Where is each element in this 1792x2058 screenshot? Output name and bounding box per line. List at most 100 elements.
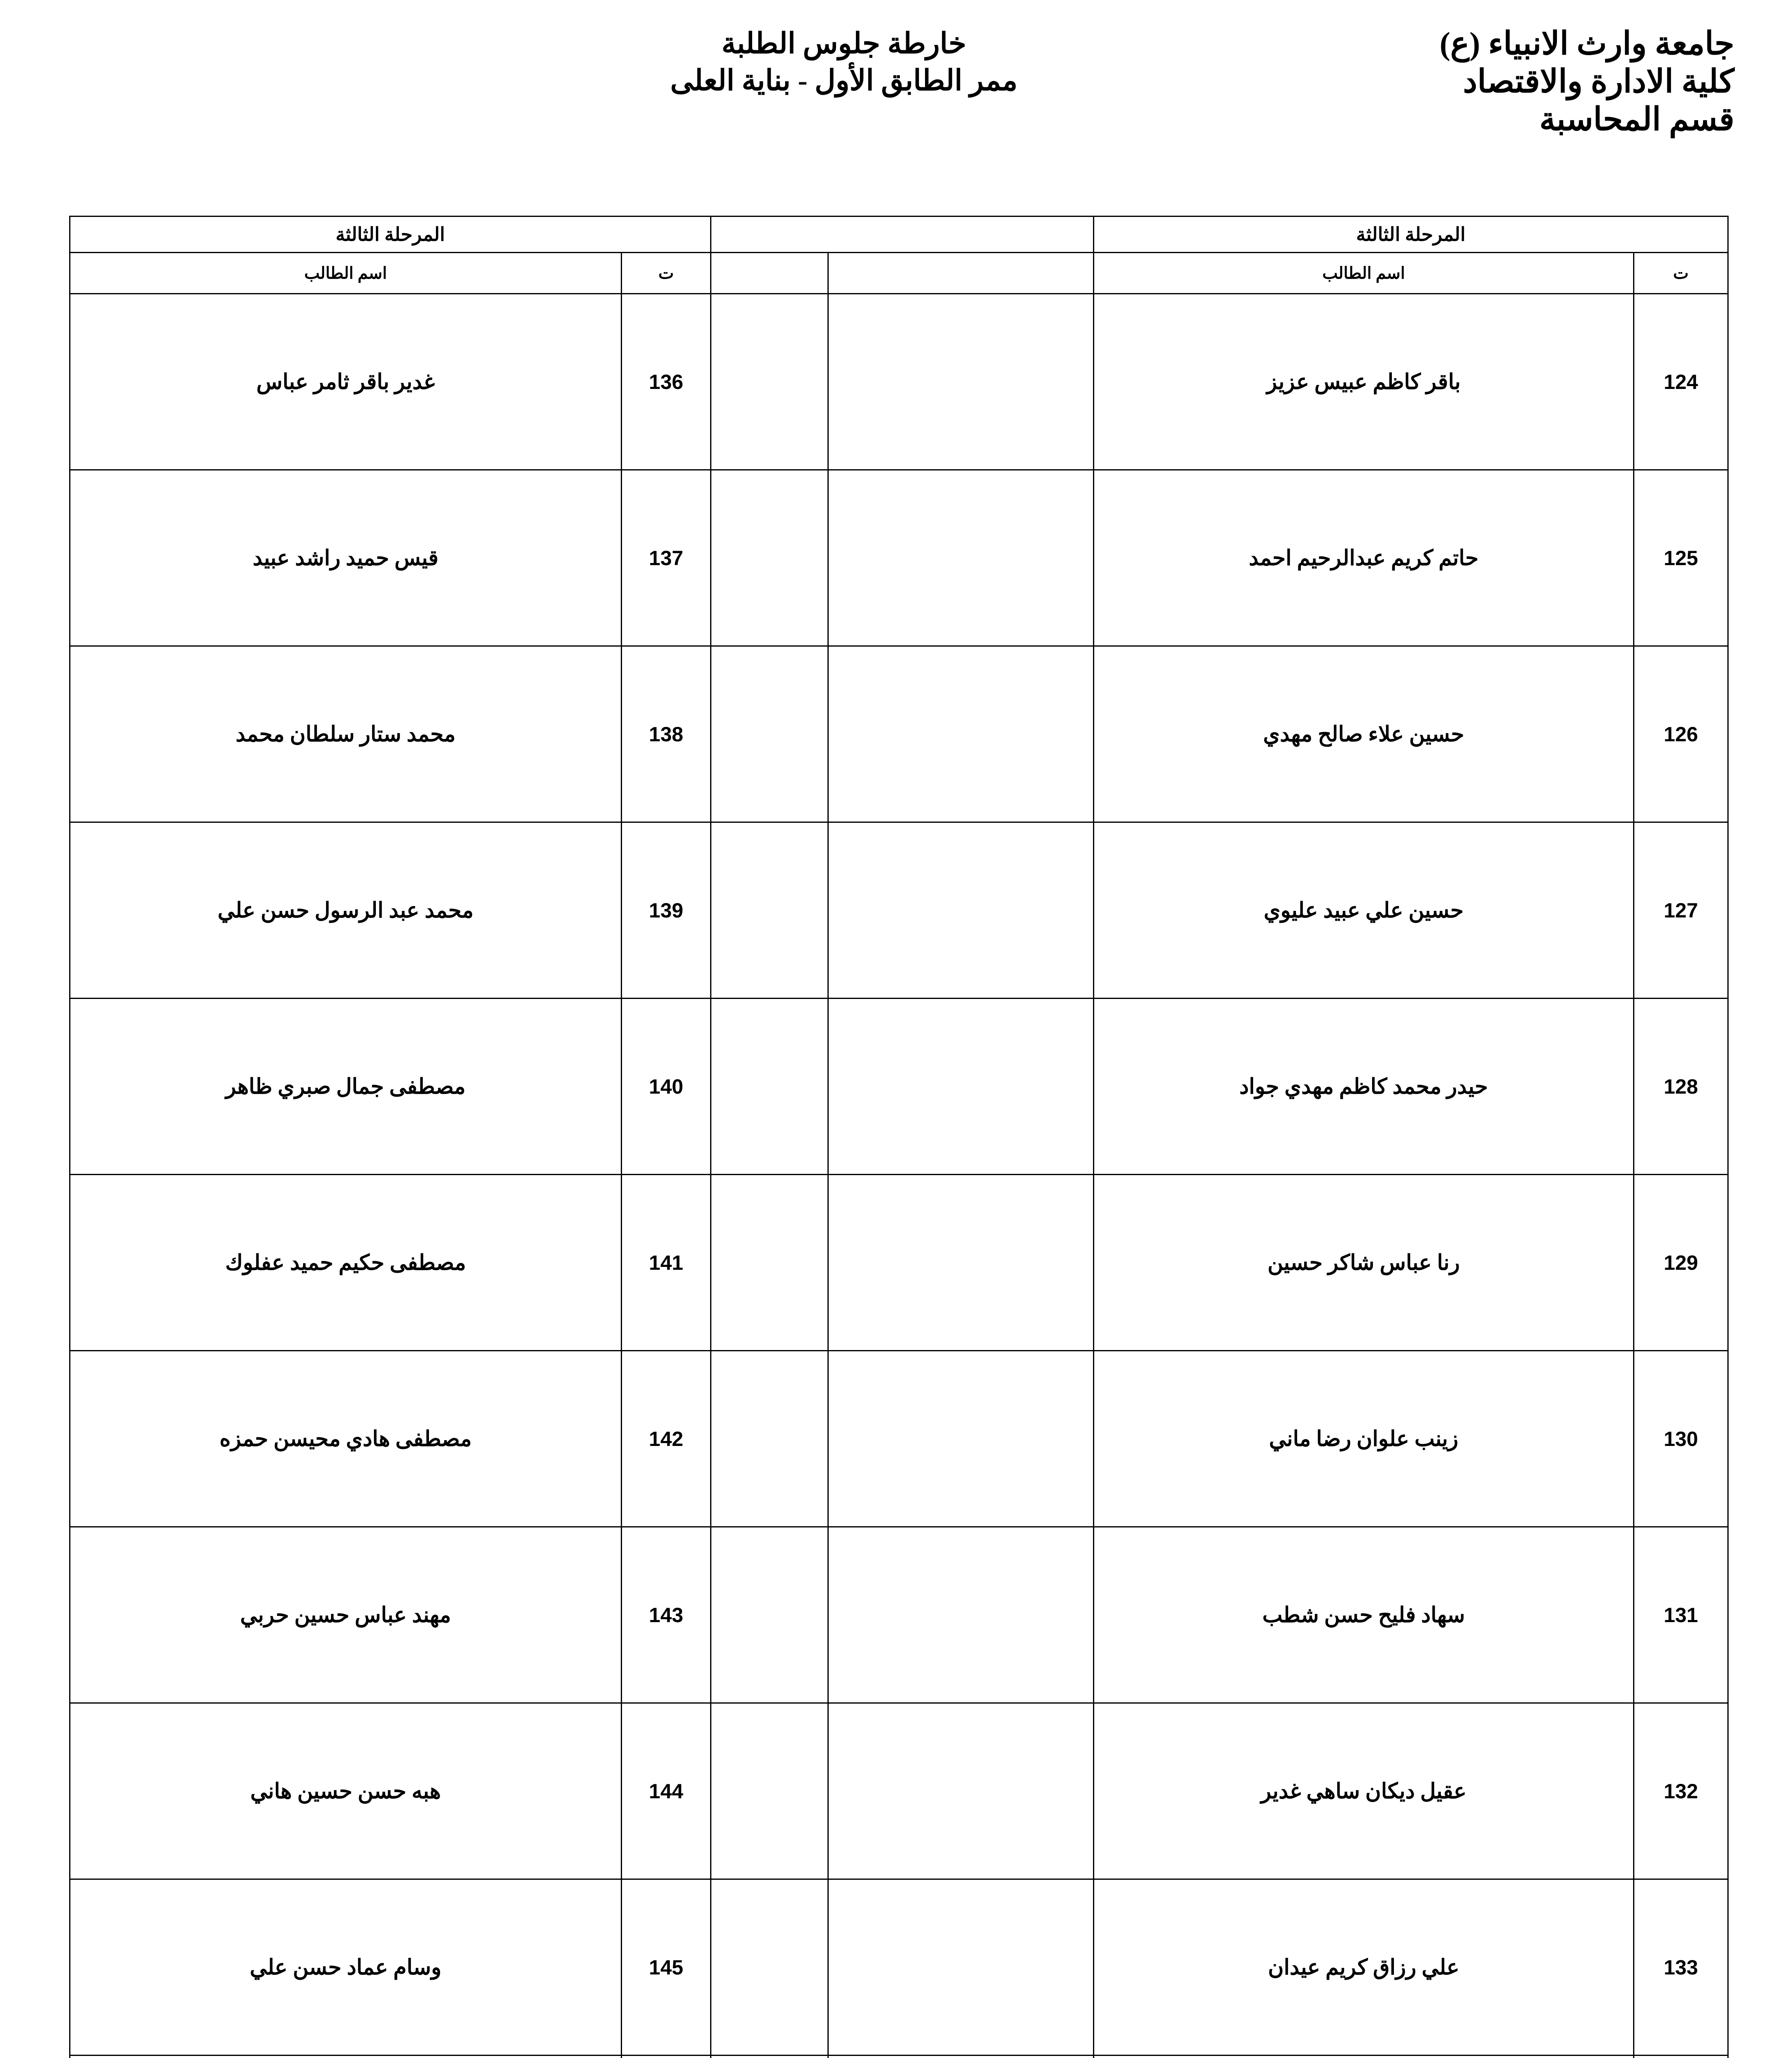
stage-band-row: المرحلة الثالثة المرحلة الثالثة xyxy=(69,216,1729,253)
middle-green xyxy=(710,645,829,823)
seat-number-right: 125 xyxy=(1633,469,1729,647)
student-name-left: مصطفى حكيم حميد عفلوك xyxy=(69,1174,622,1351)
stage-header-left: المرحلة الثالثة xyxy=(69,216,712,253)
table-row: 125 حاتم كريم عبدالرحيم احمد 137 قيس حمي… xyxy=(69,469,1729,647)
middle-spacer xyxy=(827,1350,1095,1527)
student-name-right: سهاد فليح حسن شطب xyxy=(1093,1526,1635,1704)
middle-spacer xyxy=(827,469,1095,647)
page-title-block: خارطة جلوس الطلبة ممر الطابق الأول - بنا… xyxy=(531,26,1157,99)
middle-spacer xyxy=(827,1526,1095,1704)
middle-spacer-header xyxy=(827,252,1095,294)
middle-green xyxy=(710,1526,829,1704)
col-header-name-right: اسم الطالب xyxy=(1093,252,1635,294)
table-row: 130 زينب علوان رضا ماني 142 مصطفى هادي م… xyxy=(69,1350,1729,1527)
col-header-num-left: ت xyxy=(621,252,712,294)
college-name: كلية الادارة والاقتصاد xyxy=(1463,63,1734,100)
student-name-left: ياس خضير عباس ابراهيم xyxy=(69,2055,622,2058)
student-name-left: محمد عبد الرسول حسن علي xyxy=(69,822,622,999)
middle-spacer xyxy=(827,293,1095,470)
student-name-left: وسام عماد حسن علي xyxy=(69,1879,622,2056)
middle-green xyxy=(710,469,829,647)
middle-green-header xyxy=(710,252,829,294)
seat-number-right: 129 xyxy=(1633,1174,1729,1351)
seat-number-left: 146 xyxy=(621,2055,712,2058)
table-row: 131 سهاد فليح حسن شطب 143 مهند عباس حسين… xyxy=(69,1526,1729,1704)
seat-number-left: 139 xyxy=(621,822,712,999)
table-row: 126 حسين علاء صالح مهدي 138 محمد ستار سل… xyxy=(69,645,1729,823)
seat-number-left: 145 xyxy=(621,1879,712,2056)
table-row: 134 علي عايد منذور جوده 146 ياس خضير عبا… xyxy=(69,2055,1729,2058)
middle-green xyxy=(710,2055,829,2058)
table-row: 124 باقر كاظم عبيس عزيز 136 غدير باقر ثا… xyxy=(69,293,1729,470)
middle-spacer xyxy=(827,645,1095,823)
stage-header-right: المرحلة الثالثة xyxy=(1093,216,1729,253)
middle-spacer xyxy=(827,1174,1095,1351)
student-name-right: حسين علي عبيد عليوي xyxy=(1093,822,1635,999)
seat-number-right: 131 xyxy=(1633,1526,1729,1704)
seat-number-right: 132 xyxy=(1633,1702,1729,1880)
student-name-right: علي عايد منذور جوده xyxy=(1093,2055,1635,2058)
stage-label-right: المرحلة الثالثة xyxy=(1356,223,1466,245)
seat-number-left: 141 xyxy=(621,1174,712,1351)
seat-number-left: 142 xyxy=(621,1350,712,1527)
col-header-name-right-label: اسم الطالب xyxy=(1322,264,1405,282)
seat-number-right: 134 xyxy=(1633,2055,1729,2058)
table-row: 132 عقيل ديكان ساهي غدير 144 هبه حسن حسي… xyxy=(69,1702,1729,1880)
seat-number-right: 130 xyxy=(1633,1350,1729,1527)
table-row: 129 رنا عباس شاكر حسين 141 مصطفى حكيم حم… xyxy=(69,1174,1729,1351)
seating-table: المرحلة الثالثة المرحلة الثالثة ت اسم ال… xyxy=(69,216,1729,2058)
page-title: خارطة جلوس الطلبة xyxy=(721,28,967,60)
seat-number-left: 136 xyxy=(621,293,712,470)
middle-spacer xyxy=(827,822,1095,999)
table-row: 133 علي رزاق كريم عيدان 145 وسام عماد حس… xyxy=(69,1879,1729,2056)
seat-number-right: 133 xyxy=(1633,1879,1729,2056)
student-name-left: مهند عباس حسين حربي xyxy=(69,1526,622,1704)
stage-label-left: المرحلة الثالثة xyxy=(336,223,445,245)
page-subtitle: ممر الطابق الأول - بناية العلى xyxy=(670,65,1018,97)
student-name-left: هبه حسن حسين هاني xyxy=(69,1702,622,1880)
middle-green xyxy=(710,1702,829,1880)
seat-number-right: 128 xyxy=(1633,998,1729,1175)
student-name-right: حسين علاء صالح مهدي xyxy=(1093,645,1635,823)
col-header-num-right: ت xyxy=(1633,252,1729,294)
seat-number-left: 144 xyxy=(621,1702,712,1880)
col-header-num-left-label: ت xyxy=(658,264,674,282)
middle-green xyxy=(710,822,829,999)
student-name-right: حيدر محمد كاظم مهدي جواد xyxy=(1093,998,1635,1175)
middle-green xyxy=(710,998,829,1175)
seat-number-left: 143 xyxy=(621,1526,712,1704)
student-name-left: مصطفى هادي محيسن حمزه xyxy=(69,1350,622,1527)
column-header-row: ت اسم الطالب ت اسم الطالب xyxy=(69,252,1729,294)
student-name-right: حاتم كريم عبدالرحيم احمد xyxy=(1093,469,1635,647)
page-header: جامعة وارث الانبياء (ع) كلية الادارة وال… xyxy=(0,0,1792,206)
seat-number-left: 140 xyxy=(621,998,712,1175)
table-row: 127 حسين علي عبيد عليوي 139 محمد عبد الر… xyxy=(69,822,1729,999)
student-name-left: محمد ستار سلطان محمد xyxy=(69,645,622,823)
seat-number-right: 127 xyxy=(1633,822,1729,999)
table-row: 128 حيدر محمد كاظم مهدي جواد 140 مصطفى ج… xyxy=(69,998,1729,1175)
student-name-right: رنا عباس شاكر حسين xyxy=(1093,1174,1635,1351)
student-name-left: غدير باقر ثامر عباس xyxy=(69,293,622,470)
middle-green xyxy=(710,1879,829,2056)
middle-green xyxy=(710,1350,829,1527)
student-name-right: زينب علوان رضا ماني xyxy=(1093,1350,1635,1527)
stage-band-middle xyxy=(710,216,1095,253)
seat-number-right: 126 xyxy=(1633,645,1729,823)
department-name: قسم المحاسبة xyxy=(1539,101,1734,137)
student-name-right: علي رزاق كريم عيدان xyxy=(1093,1879,1635,2056)
institution-block: جامعة وارث الانبياء (ع) كلية الادارة وال… xyxy=(1117,25,1734,138)
seat-number-left: 138 xyxy=(621,645,712,823)
university-name: جامعة وارث الانبياء (ع) xyxy=(1439,26,1734,61)
middle-green xyxy=(710,293,829,470)
seating-table-body: المرحلة الثالثة المرحلة الثالثة ت اسم ال… xyxy=(69,216,1729,2058)
middle-spacer xyxy=(827,1879,1095,2056)
middle-spacer xyxy=(827,998,1095,1175)
middle-spacer xyxy=(827,1702,1095,1880)
seat-number-right: 124 xyxy=(1633,293,1729,470)
col-header-name-left: اسم الطالب xyxy=(69,252,622,294)
student-name-left: مصطفى جمال صبري ظاهر xyxy=(69,998,622,1175)
seat-number-left: 137 xyxy=(621,469,712,647)
student-name-right: باقر كاظم عبيس عزيز xyxy=(1093,293,1635,470)
col-header-name-left-label: اسم الطالب xyxy=(304,264,387,282)
